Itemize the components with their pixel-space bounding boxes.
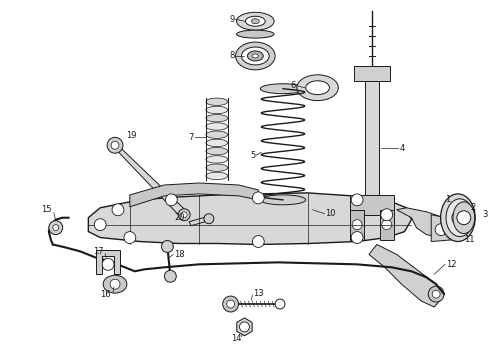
Ellipse shape [206, 106, 228, 114]
Ellipse shape [206, 139, 228, 147]
Text: 9: 9 [229, 15, 235, 24]
Circle shape [181, 212, 187, 218]
Circle shape [382, 220, 392, 230]
Circle shape [124, 231, 136, 243]
Polygon shape [189, 217, 209, 226]
Circle shape [227, 300, 235, 308]
Text: 10: 10 [325, 209, 336, 218]
Ellipse shape [453, 202, 475, 234]
Text: 7: 7 [189, 133, 194, 142]
Circle shape [166, 194, 177, 206]
Ellipse shape [206, 114, 228, 122]
Ellipse shape [237, 30, 274, 38]
Circle shape [112, 204, 124, 216]
Circle shape [435, 224, 447, 235]
Circle shape [452, 210, 468, 226]
Ellipse shape [297, 75, 338, 100]
Circle shape [352, 220, 362, 230]
Ellipse shape [206, 172, 228, 180]
Circle shape [275, 299, 285, 309]
Ellipse shape [206, 98, 228, 105]
Polygon shape [369, 244, 441, 307]
Ellipse shape [441, 194, 475, 242]
Ellipse shape [245, 16, 265, 26]
Circle shape [165, 270, 176, 282]
Circle shape [110, 279, 120, 289]
Circle shape [381, 209, 392, 221]
Text: 2: 2 [471, 203, 476, 212]
Ellipse shape [247, 51, 263, 61]
Polygon shape [88, 193, 412, 244]
Text: 15: 15 [41, 205, 51, 214]
Text: 16: 16 [100, 289, 110, 298]
Polygon shape [350, 210, 364, 239]
Ellipse shape [103, 275, 127, 293]
Circle shape [94, 219, 106, 231]
Circle shape [252, 235, 264, 247]
Circle shape [240, 322, 249, 332]
Ellipse shape [206, 148, 228, 155]
Circle shape [448, 208, 468, 228]
Circle shape [223, 296, 239, 312]
Ellipse shape [236, 42, 275, 70]
Text: 3: 3 [483, 210, 488, 219]
Text: 6: 6 [291, 81, 296, 90]
Text: 11: 11 [464, 235, 474, 244]
Text: 17: 17 [93, 247, 103, 256]
Polygon shape [396, 208, 451, 238]
Polygon shape [350, 195, 393, 215]
Text: 18: 18 [174, 250, 185, 259]
Circle shape [49, 221, 63, 235]
Circle shape [204, 214, 214, 224]
Polygon shape [110, 143, 188, 217]
Circle shape [428, 286, 444, 302]
Polygon shape [431, 215, 458, 242]
Polygon shape [237, 318, 252, 336]
Ellipse shape [251, 19, 259, 24]
Circle shape [252, 192, 264, 204]
Circle shape [457, 211, 471, 225]
Circle shape [351, 194, 363, 206]
Polygon shape [365, 81, 379, 200]
Circle shape [178, 209, 190, 221]
Circle shape [53, 225, 59, 231]
Ellipse shape [206, 156, 228, 163]
Text: 4: 4 [400, 144, 405, 153]
Polygon shape [354, 66, 390, 81]
Text: 12: 12 [446, 260, 457, 269]
Ellipse shape [446, 199, 474, 237]
Ellipse shape [237, 12, 274, 30]
Ellipse shape [252, 54, 258, 58]
Circle shape [111, 141, 119, 149]
Ellipse shape [260, 84, 306, 94]
Ellipse shape [206, 164, 228, 171]
Ellipse shape [260, 195, 306, 205]
Circle shape [351, 231, 363, 243]
Ellipse shape [306, 81, 329, 95]
Ellipse shape [206, 123, 228, 130]
Polygon shape [130, 183, 258, 207]
Text: 1: 1 [445, 195, 451, 204]
Ellipse shape [206, 131, 228, 138]
Polygon shape [96, 251, 120, 274]
Text: 5: 5 [250, 151, 255, 160]
Text: 8: 8 [229, 51, 235, 60]
Text: 19: 19 [126, 131, 136, 140]
Text: 14: 14 [231, 334, 242, 343]
Circle shape [102, 258, 114, 270]
Circle shape [107, 137, 123, 153]
Text: 13: 13 [253, 289, 264, 298]
Polygon shape [380, 210, 393, 239]
Circle shape [432, 290, 440, 298]
Ellipse shape [242, 47, 269, 65]
Circle shape [162, 240, 173, 252]
Text: 20: 20 [174, 213, 185, 222]
